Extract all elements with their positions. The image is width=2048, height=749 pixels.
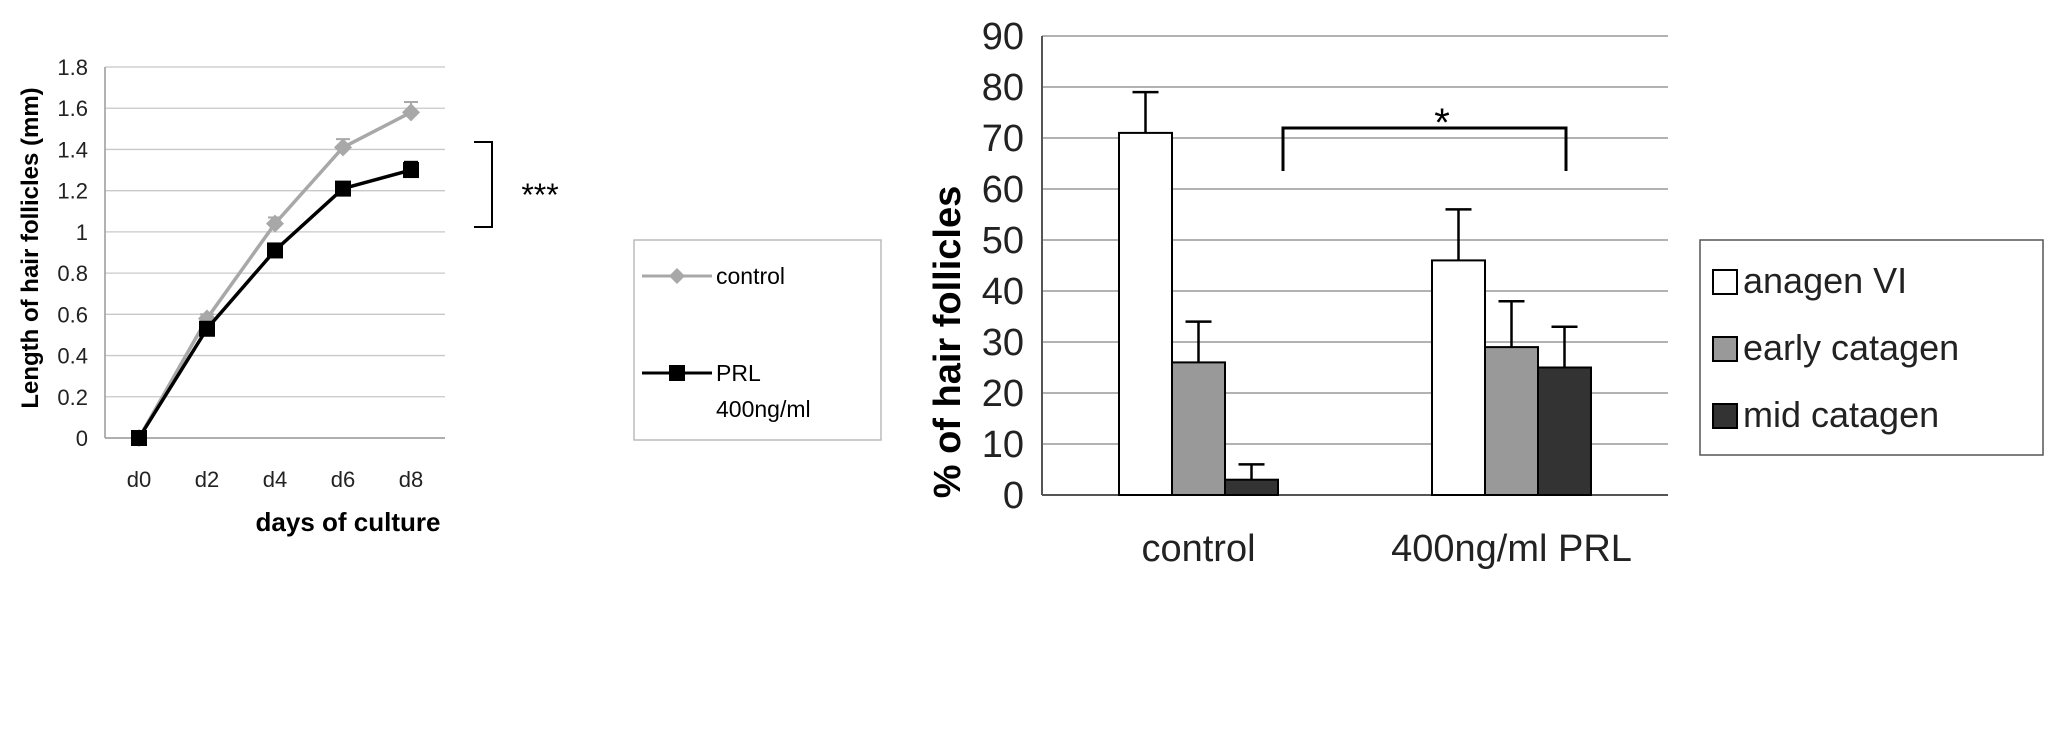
legend-box: [1699, 239, 2044, 456]
legend-label-prl: PRL 400ng/ml: [716, 360, 811, 422]
line-series: [130, 101, 420, 447]
y-tick-label: 70: [982, 118, 1024, 160]
data-point: [131, 430, 147, 446]
y-tick-label: 30: [982, 322, 1024, 364]
legend-swatch: [1712, 403, 1738, 429]
x-tick-label: d4: [263, 467, 287, 492]
x-tick-labels: control 400ng/ml PRL: [1141, 528, 1631, 570]
x-tick-labels: d0 d2 d4 d6 d8: [127, 467, 423, 492]
significance-marker: ***: [521, 177, 558, 213]
legend-label: anagen VI: [1743, 260, 1907, 301]
y-tick-label: 90: [982, 16, 1024, 58]
significance-bracket: [1281, 126, 1568, 171]
series-line: [137, 110, 412, 439]
data-point: [267, 242, 283, 259]
significance-marker: *: [1434, 101, 1450, 145]
bar: [1537, 366, 1592, 496]
bar: [1224, 478, 1279, 497]
bar: [1171, 361, 1226, 496]
bar: [1431, 259, 1486, 496]
y-tick-label: 10: [982, 424, 1024, 466]
y-tick-label: 1.8: [57, 55, 88, 80]
data-point: [266, 214, 284, 233]
data-point: [334, 138, 352, 157]
bar: [1484, 346, 1539, 496]
x-axis-label: days of culture: [256, 507, 441, 537]
significance-bracket: [474, 141, 493, 228]
series-control: [130, 101, 420, 447]
y-tick-label: 0.6: [57, 302, 88, 327]
series-prl: [131, 160, 419, 446]
legend-label: early catagen: [1743, 327, 1959, 368]
bar-group: [1118, 90, 1279, 497]
legend-swatch: [1712, 269, 1738, 295]
follicle-length-line-chart: 0 0.2 0.4 0.6 0.8 1 1.2 1.4 1.6 1.8 d0 d2 d4 d6 d8 Le…: [17, 55, 882, 537]
x-tick-label: d8: [399, 467, 423, 492]
legend: anagen VI early catagen mid catagen: [1699, 239, 2044, 456]
y-tick-label: 0: [76, 426, 88, 451]
x-tick-label: d2: [195, 467, 219, 492]
x-tick-label: d6: [331, 467, 355, 492]
y-tick-label: 40: [982, 271, 1024, 313]
y-tick-labels: 0 0.2 0.4 0.6 0.8 1 1.2 1.4 1.6 1.8: [57, 55, 88, 451]
bar-series: [1118, 90, 1592, 497]
data-point: [402, 103, 420, 122]
y-tick-label: 1.2: [57, 179, 88, 204]
data-point: [199, 320, 215, 337]
x-tick-label: control: [1141, 528, 1255, 570]
y-tick-label: 60: [982, 169, 1024, 211]
data-point: [403, 162, 419, 179]
y-tick-label: 0.4: [57, 344, 88, 369]
y-axis-label: % of hair follicles: [927, 186, 969, 499]
y-tick-label: 50: [982, 220, 1024, 262]
grid-lines: [1041, 35, 1668, 496]
bar-group: [1431, 208, 1592, 496]
legend-label-control: control: [716, 263, 785, 289]
legend-swatch: [1712, 336, 1738, 362]
y-tick-label: 1: [76, 220, 88, 245]
y-axis-label: Length of hair follicles (mm): [17, 87, 44, 408]
y-tick-label: 0.8: [57, 261, 88, 286]
data-point: [335, 180, 351, 197]
series-line: [137, 168, 412, 439]
bar: [1118, 131, 1173, 496]
y-tick-label: 1.6: [57, 96, 88, 121]
y-tick-label: 80: [982, 67, 1024, 109]
legend-marker-prl: [669, 365, 685, 381]
y-tick-label: 1.4: [57, 137, 88, 162]
x-tick-label: 400ng/ml PRL: [1391, 528, 1632, 570]
y-tick-label: 0: [1003, 475, 1024, 517]
x-tick-label: d0: [127, 467, 151, 492]
legend-marker-control: [669, 268, 685, 284]
legend-label: mid catagen: [1743, 394, 1939, 435]
legend: control PRL 400ng/ml: [633, 239, 882, 441]
y-tick-label: 0.2: [57, 385, 88, 410]
y-tick-labels: 0 10 20 30 40 50 60 70 80 90: [982, 16, 1024, 517]
y-tick-label: 20: [982, 373, 1024, 415]
